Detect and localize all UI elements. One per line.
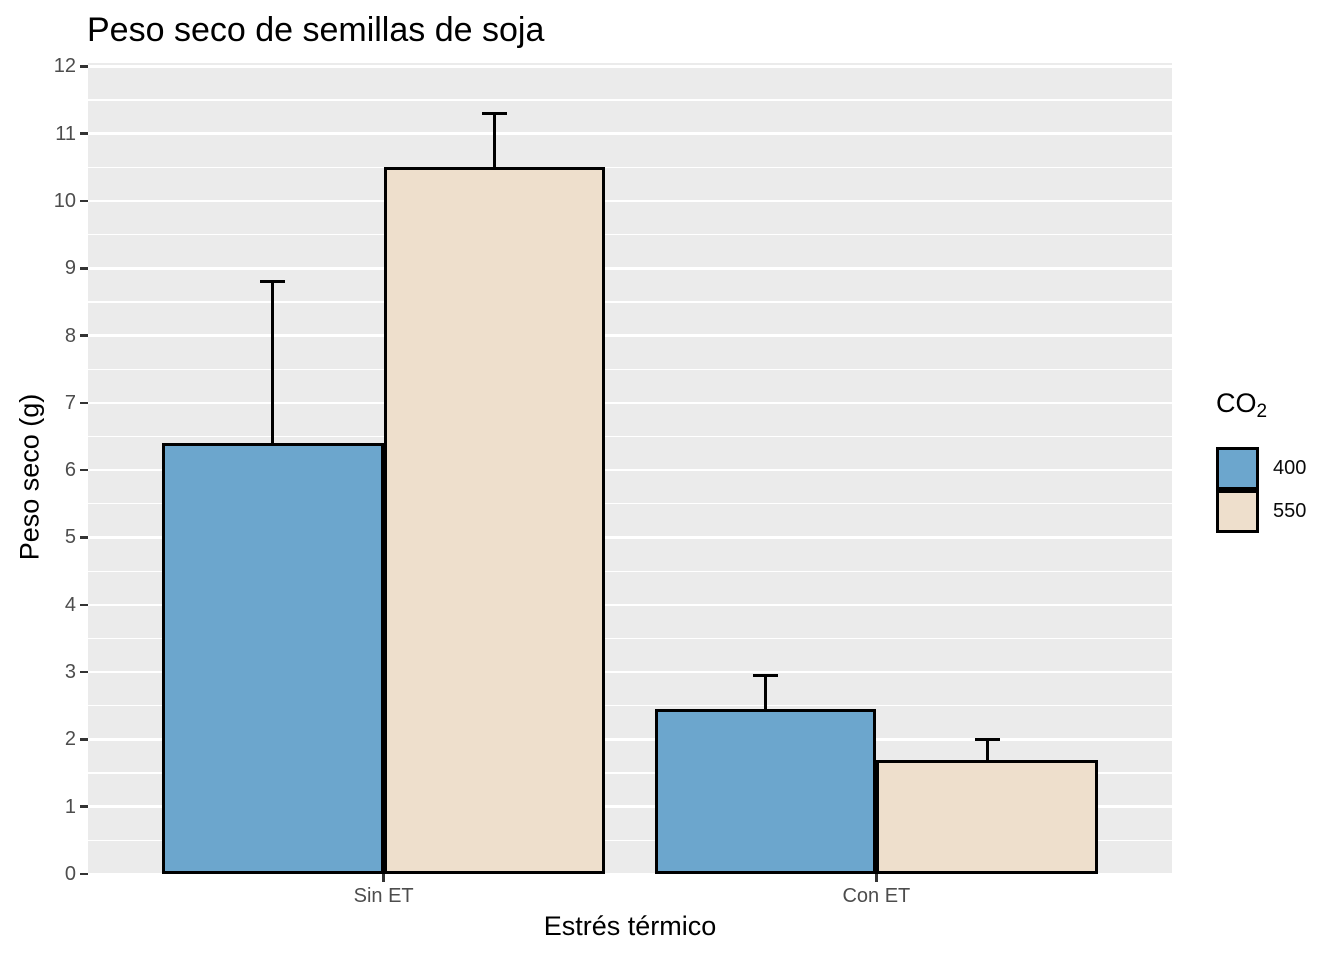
legend-title-main: CO — [1216, 388, 1257, 418]
y-tick-label: 6 — [64, 459, 76, 482]
y-axis-tick — [80, 670, 88, 674]
minor-gridline — [88, 839, 1172, 841]
bar-400-con-et — [654, 709, 877, 874]
legend-item: 400 — [1216, 447, 1306, 490]
major-gridline — [88, 65, 1172, 68]
error-bar-whisker — [493, 113, 496, 168]
y-axis-tick — [80, 65, 88, 68]
minor-gridline — [88, 234, 1172, 236]
error-bar-whisker — [985, 739, 989, 760]
minor-gridline — [88, 570, 1172, 572]
y-tick-label: 3 — [64, 661, 76, 684]
plot-panel — [88, 63, 1172, 876]
y-axis-tick — [80, 603, 88, 607]
major-gridline — [88, 536, 1172, 539]
minor-gridline — [88, 503, 1172, 505]
error-bar-cap — [974, 737, 1000, 741]
error-bar-cap — [260, 280, 286, 284]
minor-gridline — [88, 99, 1172, 101]
y-tick-label: 5 — [64, 526, 76, 549]
major-gridline — [88, 334, 1172, 337]
major-gridline — [88, 738, 1172, 741]
minor-gridline — [88, 166, 1172, 168]
y-tick-label: 12 — [53, 55, 76, 78]
y-axis-tick — [80, 267, 88, 270]
error-bar-whisker — [271, 281, 275, 444]
major-gridline — [88, 670, 1172, 674]
major-gridline — [88, 468, 1172, 472]
y-axis-tick — [80, 401, 88, 405]
legend-item-label: 400 — [1273, 457, 1307, 479]
legend-title: CO2 — [1216, 388, 1306, 423]
error-bar-cap — [482, 111, 507, 115]
x-axis-title: Estrés térmico — [543, 911, 717, 941]
major-gridline — [88, 132, 1172, 135]
chart-title: Peso seco de semillas de soja — [87, 11, 545, 49]
y-tick-label: 10 — [53, 189, 76, 212]
minor-gridline — [88, 772, 1172, 774]
x-axis-tick — [382, 874, 385, 882]
legend-key-swatch — [1216, 490, 1259, 533]
y-tick-label: 7 — [64, 391, 76, 414]
legend-items: 400 550 — [1216, 447, 1306, 533]
bar-550-sin-et — [383, 167, 606, 874]
x-tick-label: Sin ET — [353, 885, 414, 907]
legend-item-label: 550 — [1273, 500, 1307, 522]
bar-400-sin-et — [161, 443, 384, 874]
y-axis-tick — [80, 468, 88, 472]
minor-gridline — [88, 637, 1172, 640]
y-axis-tick — [80, 536, 88, 539]
x-axis-tick — [875, 874, 878, 882]
major-gridline — [88, 267, 1172, 270]
bar-550-con-et — [876, 759, 1099, 874]
y-axis-tick — [80, 199, 88, 203]
minor-gridline — [88, 435, 1172, 438]
x-tick-label: Con ET — [842, 885, 911, 907]
y-axis-tick — [80, 132, 88, 135]
major-gridline — [88, 805, 1172, 808]
minor-gridline — [88, 301, 1172, 303]
legend-item: 550 — [1216, 490, 1306, 533]
minor-gridline — [88, 705, 1172, 707]
major-gridline — [88, 603, 1172, 607]
minor-gridline — [88, 368, 1172, 370]
y-tick-label: 11 — [55, 122, 76, 145]
y-axis-tick — [80, 805, 88, 808]
y-axis-tick — [80, 872, 88, 876]
y-tick-label: 0 — [64, 863, 76, 885]
major-gridline — [88, 401, 1172, 405]
y-axis-tick — [80, 334, 88, 337]
y-tick-label: 2 — [64, 728, 76, 751]
error-bar-whisker — [764, 675, 767, 710]
major-gridline — [88, 872, 1172, 876]
legend-key-swatch — [1216, 447, 1259, 490]
major-gridline — [88, 199, 1172, 203]
y-tick-label: 4 — [64, 593, 76, 616]
y-tick-label: 9 — [64, 257, 76, 280]
legend: CO2 400 550 — [1216, 388, 1306, 533]
legend-title-subscript: 2 — [1256, 401, 1268, 422]
error-bar-cap — [753, 673, 778, 677]
y-axis-tick — [80, 738, 88, 741]
y-tick-label: 1 — [64, 795, 76, 818]
y-tick-label: 8 — [64, 324, 76, 347]
